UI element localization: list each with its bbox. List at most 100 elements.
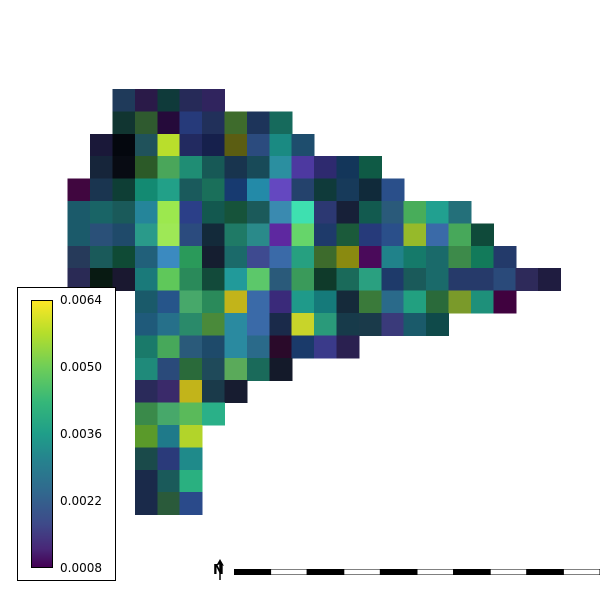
raster-cell (448, 201, 472, 224)
raster-cell (202, 335, 226, 359)
raster-cell (179, 447, 203, 471)
raster-cell (157, 492, 181, 516)
raster-cell (67, 201, 91, 224)
raster-cell (336, 223, 360, 247)
raster-cell (381, 290, 405, 314)
raster-cell (246, 111, 270, 135)
raster-cell (269, 223, 293, 247)
scale-bar-segments (234, 569, 600, 575)
raster-cell (448, 223, 472, 247)
raster-cell (179, 111, 203, 135)
raster-cell (90, 223, 114, 247)
raster-cell (246, 245, 270, 269)
raster-cell (291, 245, 315, 269)
raster-cell (403, 268, 427, 292)
raster-cell (269, 178, 293, 202)
raster-cell (403, 245, 427, 269)
scale-bar-segment (416, 569, 455, 575)
raster-cell (224, 133, 248, 157)
raster-cell (269, 268, 293, 292)
raster-cell (314, 335, 338, 359)
raster-cell (202, 380, 226, 404)
raster-cell (179, 133, 203, 157)
raster-cell (157, 290, 181, 314)
raster-cell (202, 201, 226, 224)
raster-cell (134, 469, 158, 493)
raster-cell (358, 313, 382, 336)
raster-cell (179, 201, 203, 224)
raster-cell (358, 245, 382, 269)
colorbar-legend: 0.0064 0.0050 0.0036 0.0022 0.0008 (17, 287, 116, 581)
scale-bar-segment (379, 569, 418, 575)
raster-cell (224, 156, 248, 180)
raster-cell (67, 223, 91, 247)
raster-cell (112, 245, 136, 269)
raster-cell (202, 111, 226, 135)
raster-cell (224, 223, 248, 247)
raster-cell (538, 268, 562, 292)
raster-cell (179, 402, 203, 426)
raster-cell (112, 268, 136, 292)
raster-cell (224, 245, 248, 269)
raster-cell (426, 201, 450, 224)
raster-cell (157, 223, 181, 247)
raster-cell (291, 268, 315, 292)
raster-cell (336, 156, 360, 180)
raster-cell (179, 245, 203, 269)
raster-cell (134, 380, 158, 404)
raster-cell (291, 290, 315, 314)
raster-cell (314, 268, 338, 292)
raster-cell (269, 313, 293, 336)
raster-cell (336, 268, 360, 292)
colorbar-tick-label: 0.0008 (60, 561, 102, 575)
raster-cell (134, 89, 158, 112)
raster-cell (470, 268, 494, 292)
raster-cell (202, 89, 226, 112)
scale-bar-segment (343, 569, 381, 575)
raster-cell (179, 89, 203, 112)
raster-cell (493, 245, 517, 269)
raster-cell (246, 201, 270, 224)
raster-cell (314, 245, 338, 269)
raster-cell (246, 156, 270, 180)
raster-cell (90, 156, 114, 180)
north-letter: N (213, 563, 224, 578)
raster-cell (314, 290, 338, 314)
raster-cell (426, 245, 450, 269)
raster-cell (246, 268, 270, 292)
raster-cell (224, 380, 248, 404)
raster-cell (202, 245, 226, 269)
raster-cell (269, 335, 293, 359)
raster-cell (403, 201, 427, 224)
raster-cell (134, 447, 158, 471)
raster-cell (246, 223, 270, 247)
raster-cell (381, 178, 405, 202)
raster-cell (269, 133, 293, 157)
raster-cell (493, 290, 517, 314)
raster-cell (112, 223, 136, 247)
raster-cell (90, 245, 114, 269)
raster-cell (157, 402, 181, 426)
raster-cell (134, 201, 158, 224)
raster-cell (269, 357, 293, 381)
raster-cell (403, 223, 427, 247)
raster-cell (112, 178, 136, 202)
raster-cell (179, 380, 203, 404)
raster-cell (224, 201, 248, 224)
raster-cell (403, 290, 427, 314)
raster-cell (179, 335, 203, 359)
raster-cell (381, 313, 405, 336)
raster-cell (90, 133, 114, 157)
raster-cell (157, 313, 181, 336)
raster-cell (291, 223, 315, 247)
raster-cell (179, 425, 203, 448)
raster-cell (269, 156, 293, 180)
raster-cell (157, 201, 181, 224)
raster-cell (202, 313, 226, 336)
raster-cell (90, 268, 114, 292)
raster-cell (134, 111, 158, 135)
raster-cell (157, 469, 181, 493)
raster-cell (134, 290, 158, 314)
raster-cell (179, 290, 203, 314)
